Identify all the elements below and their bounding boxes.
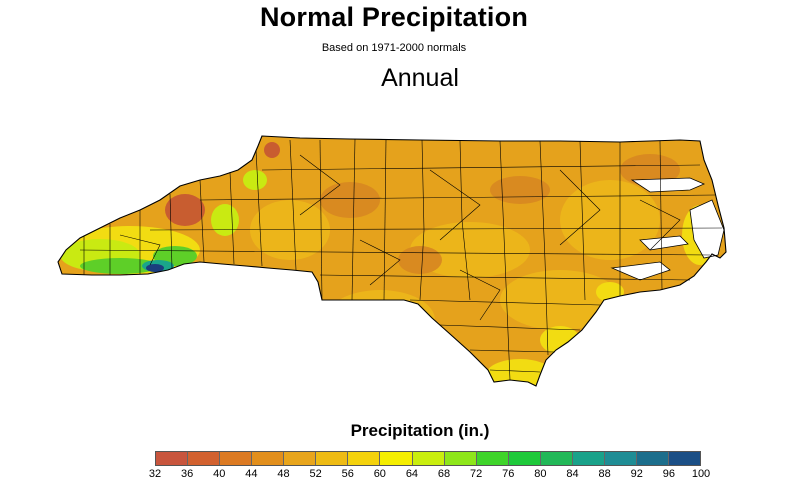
- legend-tick-label: 36: [180, 468, 194, 480]
- legend-tick-label: 72: [470, 468, 483, 480]
- fill-yellow-coast-1: [486, 359, 554, 386]
- legend-swatch: [188, 452, 221, 465]
- sound-water: [610, 177, 725, 281]
- legend-tick-label: 48: [277, 468, 290, 480]
- legend-swatch: [508, 452, 541, 465]
- map-title: Normal Precipitation: [259, 2, 529, 32]
- fill-brown-2: [264, 142, 280, 158]
- legend-tick-label: 44: [245, 468, 258, 480]
- fill-lime-mtn-2: [211, 204, 239, 236]
- legend-colorbar: [155, 451, 701, 466]
- map-subtitle: Based on 1971-2000 normals: [321, 42, 467, 54]
- legend-swatch: [316, 452, 349, 465]
- precipitation-fill: [58, 136, 726, 386]
- fill-yellow-coast-2: [540, 326, 580, 354]
- fill-light-4: [500, 270, 620, 330]
- legend-tick-label: 92: [630, 468, 643, 480]
- legend-swatch: [156, 452, 189, 465]
- legend-swatch: [348, 452, 381, 465]
- legend-tick-label: 40: [213, 468, 226, 480]
- legend-swatch: [284, 452, 317, 465]
- legend-tick-label: 96: [662, 468, 675, 480]
- legend-tick-label: 56: [341, 468, 354, 480]
- legend-tick-label: 32: [148, 468, 162, 480]
- legend-swatch: [444, 452, 477, 465]
- legend-tick-labels: 32 36 40 44 48 52 56 60 64 68 72 76 80 84 88 92 96 100: [149, 468, 710, 482]
- fill-dark-1: [320, 182, 380, 218]
- legend-tick-label: 68: [437, 468, 451, 480]
- legend-swatch: [572, 452, 605, 465]
- legend-swatch: [604, 452, 637, 465]
- legend-tick-label: 88: [598, 468, 611, 480]
- legend-tick-label: 60: [373, 468, 386, 480]
- legend-swatch: [412, 452, 445, 465]
- legend-tick-label: 76: [502, 468, 515, 480]
- county-lines: [79, 138, 723, 381]
- fill-dark-4: [620, 154, 680, 186]
- fill-dark-2: [490, 176, 550, 204]
- fill-light-5: [250, 200, 330, 260]
- legend-swatch: [636, 452, 669, 465]
- legend-tick-label: 64: [405, 468, 419, 480]
- fill-light-2: [325, 290, 435, 350]
- fill-navy-mtn-1: [146, 264, 164, 272]
- legend-swatch: [669, 452, 701, 465]
- neuse-river: [610, 261, 671, 281]
- legend-tick-label: 84: [566, 468, 579, 480]
- albemarle-sound: [630, 177, 706, 193]
- legend-tick-label: 80: [534, 468, 547, 480]
- legend-swatch: [380, 452, 413, 465]
- fill-light-3: [560, 180, 660, 260]
- fill-brown-1: [165, 194, 205, 226]
- legend-swatch: [252, 452, 285, 465]
- legend-swatch: [220, 452, 253, 465]
- legend-swatch: [476, 452, 509, 465]
- legend-tick-label: 100: [691, 468, 711, 480]
- pamlico-sound: [689, 199, 725, 259]
- legend-swatch: [540, 452, 573, 465]
- fill-lime-mtn-3: [243, 170, 267, 190]
- fill-dark-3: [398, 246, 442, 274]
- period-label: Annual: [381, 64, 459, 92]
- legend-title: Precipitation (in.): [350, 421, 490, 440]
- pamlico-river: [639, 235, 689, 251]
- legend-tick-label: 52: [309, 468, 322, 480]
